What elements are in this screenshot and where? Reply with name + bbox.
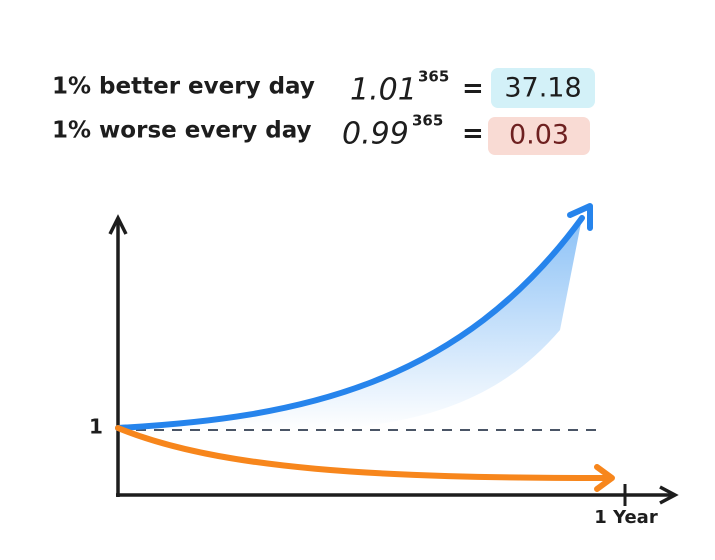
equals: =	[462, 74, 484, 104]
y-label: 1	[89, 415, 103, 439]
exponent: 365	[418, 68, 449, 86]
x-axis-arrow	[659, 485, 679, 505]
decline-arrow	[594, 464, 615, 492]
x-label: 1 Year	[594, 507, 658, 528]
result-box	[488, 117, 590, 155]
result-box	[491, 68, 595, 108]
decline-curve	[115, 425, 608, 481]
base: 1.01	[350, 73, 417, 108]
result: 37.18	[504, 73, 581, 104]
growth-fill	[118, 218, 582, 430]
growth-curve	[115, 215, 585, 431]
row-label: 1% worse every day	[52, 118, 312, 144]
y-axis-arrow	[108, 214, 128, 235]
growth-arrow	[567, 203, 593, 231]
equals: =	[462, 119, 484, 149]
result: 0.03	[509, 120, 569, 151]
row-label: 1% better every day	[52, 74, 315, 100]
exponent: 365	[412, 112, 443, 130]
base: 0.99	[342, 117, 409, 152]
